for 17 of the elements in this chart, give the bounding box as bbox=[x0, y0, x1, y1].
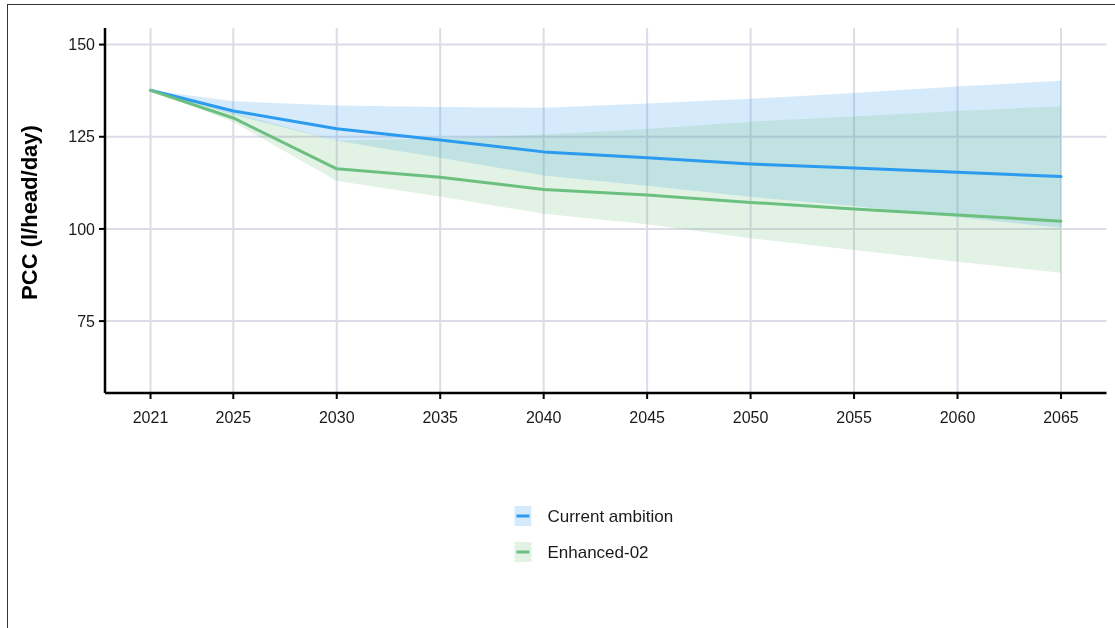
x-tick-label: 2021 bbox=[132, 409, 169, 426]
y-tick-label: 150 bbox=[68, 36, 96, 54]
y-tick-label: 125 bbox=[68, 128, 96, 146]
y-tick-label: 75 bbox=[77, 312, 96, 330]
x-tick-label: 2040 bbox=[525, 409, 562, 426]
x-tick-label: 2065 bbox=[1043, 409, 1079, 426]
legend-label: Current ambition bbox=[547, 507, 674, 526]
x-tick-label: 2050 bbox=[732, 409, 769, 426]
x-tick-label: 2045 bbox=[629, 409, 666, 426]
x-tick-label: 2060 bbox=[939, 409, 976, 426]
y-axis-title: PCC (l/head/day) bbox=[17, 125, 42, 300]
legend-label: Enhanced-02 bbox=[547, 543, 649, 562]
y-tick-label: 100 bbox=[68, 220, 96, 238]
x-tick-label: 2055 bbox=[836, 409, 872, 426]
x-tick-label: 2025 bbox=[215, 409, 252, 426]
x-tick-label: 2030 bbox=[318, 409, 355, 426]
x-tick-label: 2035 bbox=[422, 409, 459, 426]
